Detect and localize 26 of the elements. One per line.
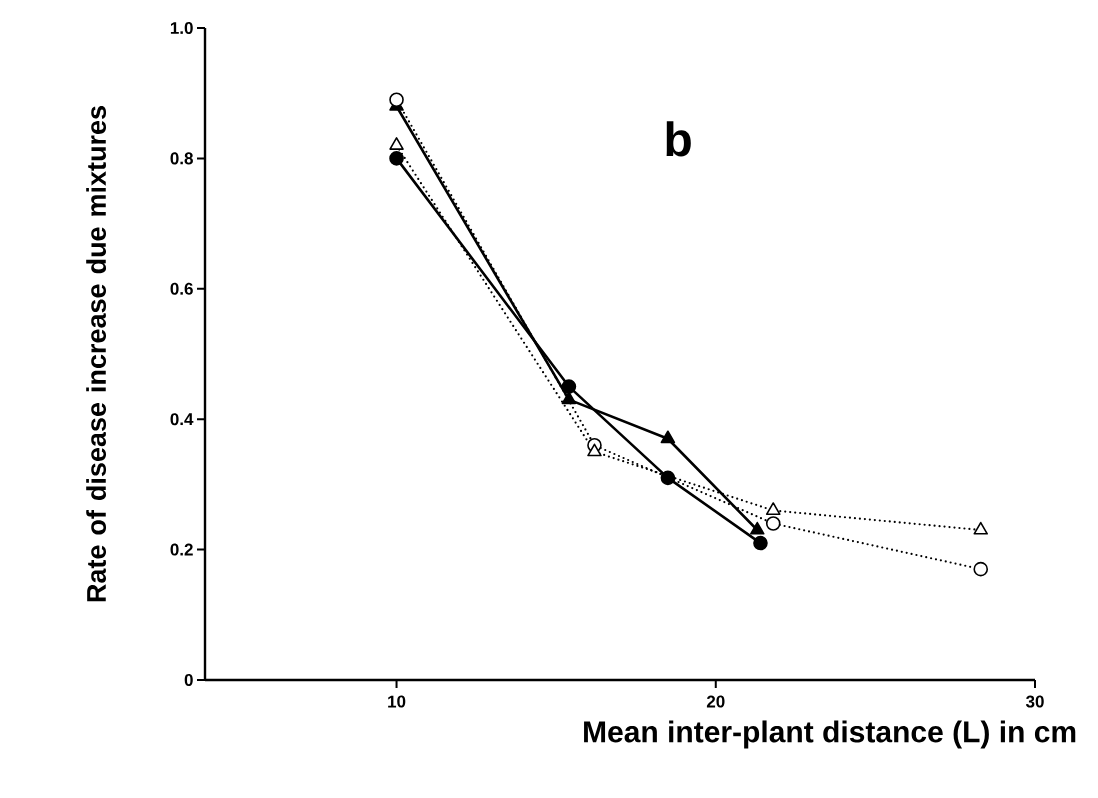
point (389, 92, 404, 108)
point (765, 516, 781, 531)
point (749, 521, 765, 535)
y-axis-title: Rate of disease increase due mixtures (86, 106, 107, 602)
point (973, 521, 989, 535)
x-tick-label: 20 (706, 695, 725, 708)
point (561, 379, 577, 394)
y-tick-label: 0.6 (170, 282, 193, 295)
y-tick-label: 1.0 (170, 21, 193, 35)
y-tick-label: 0.4 (170, 413, 194, 426)
annotation: b (666, 121, 691, 157)
point (660, 470, 676, 486)
point (660, 430, 676, 444)
y-tick-label: 0 (184, 673, 193, 687)
y-tick-label: 0.2 (170, 543, 193, 556)
x-tick-label: 10 (388, 695, 406, 708)
x-tick-label: 30 (1025, 695, 1044, 708)
point (973, 561, 989, 577)
point (561, 391, 577, 405)
point (389, 137, 404, 150)
point (753, 535, 768, 551)
point (765, 502, 781, 516)
point (389, 151, 404, 166)
x-axis-title: Mean inter-plant distance (L) in cm (584, 720, 1076, 749)
y-tick-label: 0.8 (170, 152, 193, 165)
point (587, 443, 602, 457)
